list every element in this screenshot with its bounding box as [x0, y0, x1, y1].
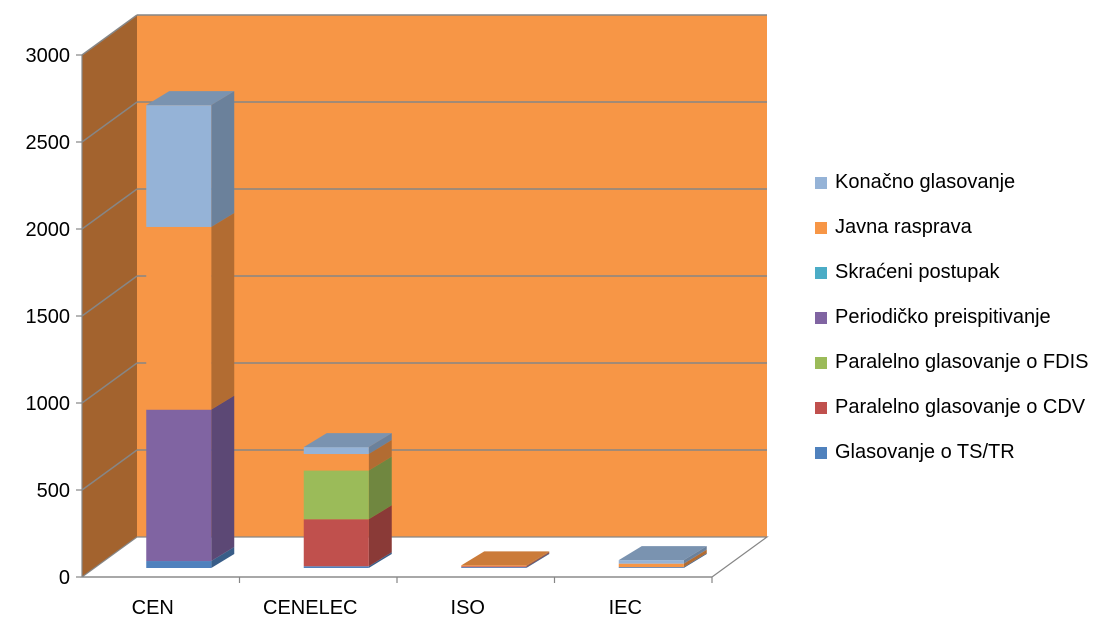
bar-segment	[618, 549, 707, 568]
legend-label: Javna rasprava	[835, 216, 972, 238]
y-tick-label: 2000	[26, 219, 71, 241]
bar-front	[303, 470, 369, 520]
bar-segment	[303, 440, 392, 471]
bar-front	[618, 563, 684, 568]
bar-segment	[461, 551, 550, 567]
bar-side	[368, 433, 392, 455]
bar-segment	[146, 91, 235, 227]
legend-item: Periodičko preispitivanje	[815, 295, 1115, 340]
bar-front	[146, 561, 212, 568]
bar-top	[146, 91, 235, 106]
bar-front	[303, 519, 369, 567]
bar-side	[211, 91, 235, 227]
legend-item: Javna rasprava	[815, 205, 1115, 250]
y-tick-label: 500	[37, 480, 70, 502]
legend-swatch	[815, 221, 827, 234]
gridline-side	[81, 449, 138, 491]
bar-front	[303, 447, 369, 455]
legend-label: Konačno glasovanje	[835, 171, 1016, 193]
bar-side	[683, 549, 707, 568]
bar-front	[461, 567, 527, 568]
y-tick-label: 1000	[26, 393, 71, 415]
x-tick-label: CEN	[132, 597, 174, 619]
y-tick-label: 1500	[26, 306, 71, 328]
bar-top	[618, 546, 707, 561]
bar-segment	[146, 212, 235, 410]
bar-side	[368, 440, 392, 471]
bar-side	[526, 551, 550, 567]
bar-segment	[461, 552, 550, 568]
gridline-side	[81, 188, 138, 230]
legend-swatch	[815, 266, 827, 279]
x-tick-label: CENELEC	[263, 597, 357, 619]
bar-front	[618, 560, 684, 564]
gridline-side	[81, 362, 138, 404]
legend-label: Periodičko preispitivanje	[835, 306, 1051, 328]
legend-swatch	[815, 176, 827, 189]
bar-side	[683, 553, 707, 568]
bar-front	[146, 105, 212, 227]
legend-label: Paralelno glasovanje o CDV	[835, 396, 1086, 418]
bar-side	[211, 547, 235, 568]
y-tick-label: 0	[59, 567, 70, 589]
legend-label: Skraćeni postupak	[835, 261, 1000, 283]
legend-swatch	[815, 446, 827, 459]
y-tick-label: 3000	[26, 45, 71, 67]
bar-segment	[303, 433, 392, 455]
legend-item: Glasovanje o TS/TR	[815, 430, 1115, 475]
bar-front	[303, 566, 369, 568]
bar-front	[618, 567, 684, 568]
bar-top	[303, 433, 392, 448]
bars	[146, 91, 707, 568]
legend-item: Skraćeni postupak	[815, 250, 1115, 295]
bar-side	[683, 546, 707, 564]
x-tick-label: IEC	[609, 597, 642, 619]
bar-segment	[303, 505, 392, 567]
bar-segment	[146, 547, 235, 568]
bar-segment	[303, 456, 392, 520]
bar-front	[303, 454, 369, 471]
legend: Konačno glasovanje Javna rasprava Skraćeni…	[815, 160, 1115, 475]
bar-top	[461, 551, 550, 566]
legend-item: Paralelno glasovanje o FDIS	[815, 340, 1115, 385]
bar-segment	[618, 546, 707, 564]
gridline-side	[81, 101, 138, 143]
legend-label: Paralelno glasovanje o FDIS	[835, 351, 1089, 373]
bar-front	[461, 565, 527, 567]
gridline-side	[81, 275, 138, 317]
x-tick-label: ISO	[451, 597, 485, 619]
y-tick-label: 2500	[26, 132, 71, 154]
legend-item: Paralelno glasovanje o CDV	[815, 385, 1115, 430]
bar-segment	[461, 553, 550, 568]
gridlines	[81, 14, 767, 491]
bar-segment	[618, 553, 707, 568]
legend-label: Glasovanje o TS/TR	[835, 441, 1015, 463]
bar-side	[211, 212, 235, 410]
bar-front	[461, 566, 527, 568]
bar-side	[368, 505, 392, 567]
bar-side	[211, 395, 235, 562]
gridline-side	[81, 14, 138, 56]
bar-segment	[146, 395, 235, 562]
legend-swatch	[815, 401, 827, 414]
legend-swatch	[815, 356, 827, 369]
bar-side	[526, 552, 550, 568]
bar-front	[146, 409, 212, 562]
bar-side	[526, 553, 550, 568]
legend-swatch	[815, 311, 827, 324]
bar-side	[368, 456, 392, 520]
legend-item: Konačno glasovanje	[815, 160, 1115, 205]
bar-front	[146, 226, 212, 410]
axes: 0 500 1000 1500 2000 2500 3000 CEN CENELEC ISO IEC	[26, 45, 713, 619]
bar-segment	[303, 552, 392, 568]
bar-side	[368, 552, 392, 568]
